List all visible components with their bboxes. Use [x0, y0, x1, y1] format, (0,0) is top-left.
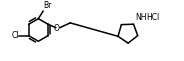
Text: Cl: Cl — [11, 31, 19, 40]
Text: O: O — [54, 24, 60, 33]
Text: NH: NH — [135, 13, 146, 22]
Text: Br: Br — [44, 1, 52, 10]
Text: HCl: HCl — [146, 13, 159, 22]
